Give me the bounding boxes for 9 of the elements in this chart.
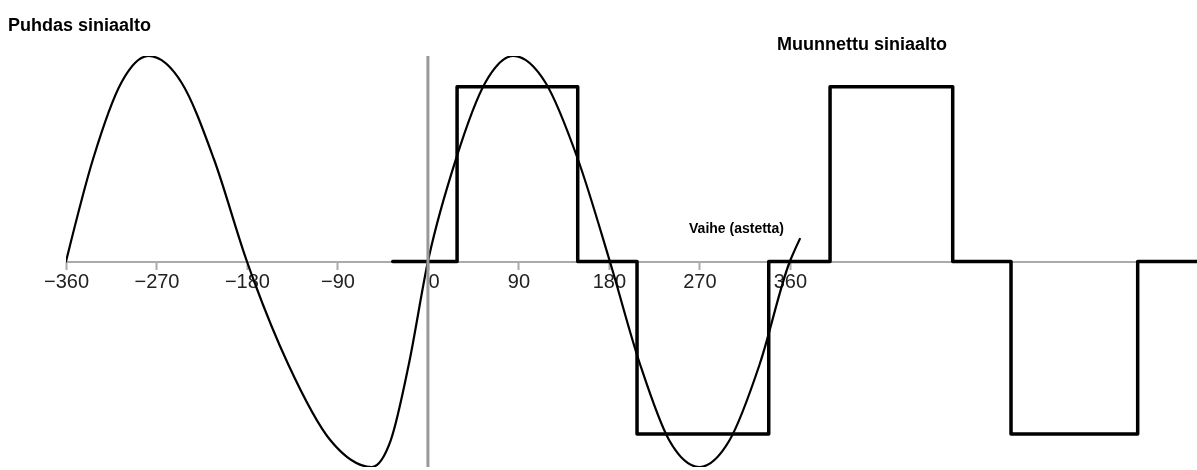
series-label: Muunnettu siniaalto <box>777 34 947 54</box>
x-tick-label: −270 <box>134 270 180 292</box>
x-tick-label: 270 <box>683 270 717 292</box>
x-tick-label: −90 <box>320 270 355 292</box>
x-axis-title: Vaihe (astetta) <box>689 220 784 236</box>
x-tick-label: 90 <box>507 270 531 292</box>
x-tick-label: −360 <box>43 270 90 292</box>
series-label: Puhdas siniaalto <box>8 15 152 35</box>
x-tick-label: 0 <box>428 270 440 292</box>
